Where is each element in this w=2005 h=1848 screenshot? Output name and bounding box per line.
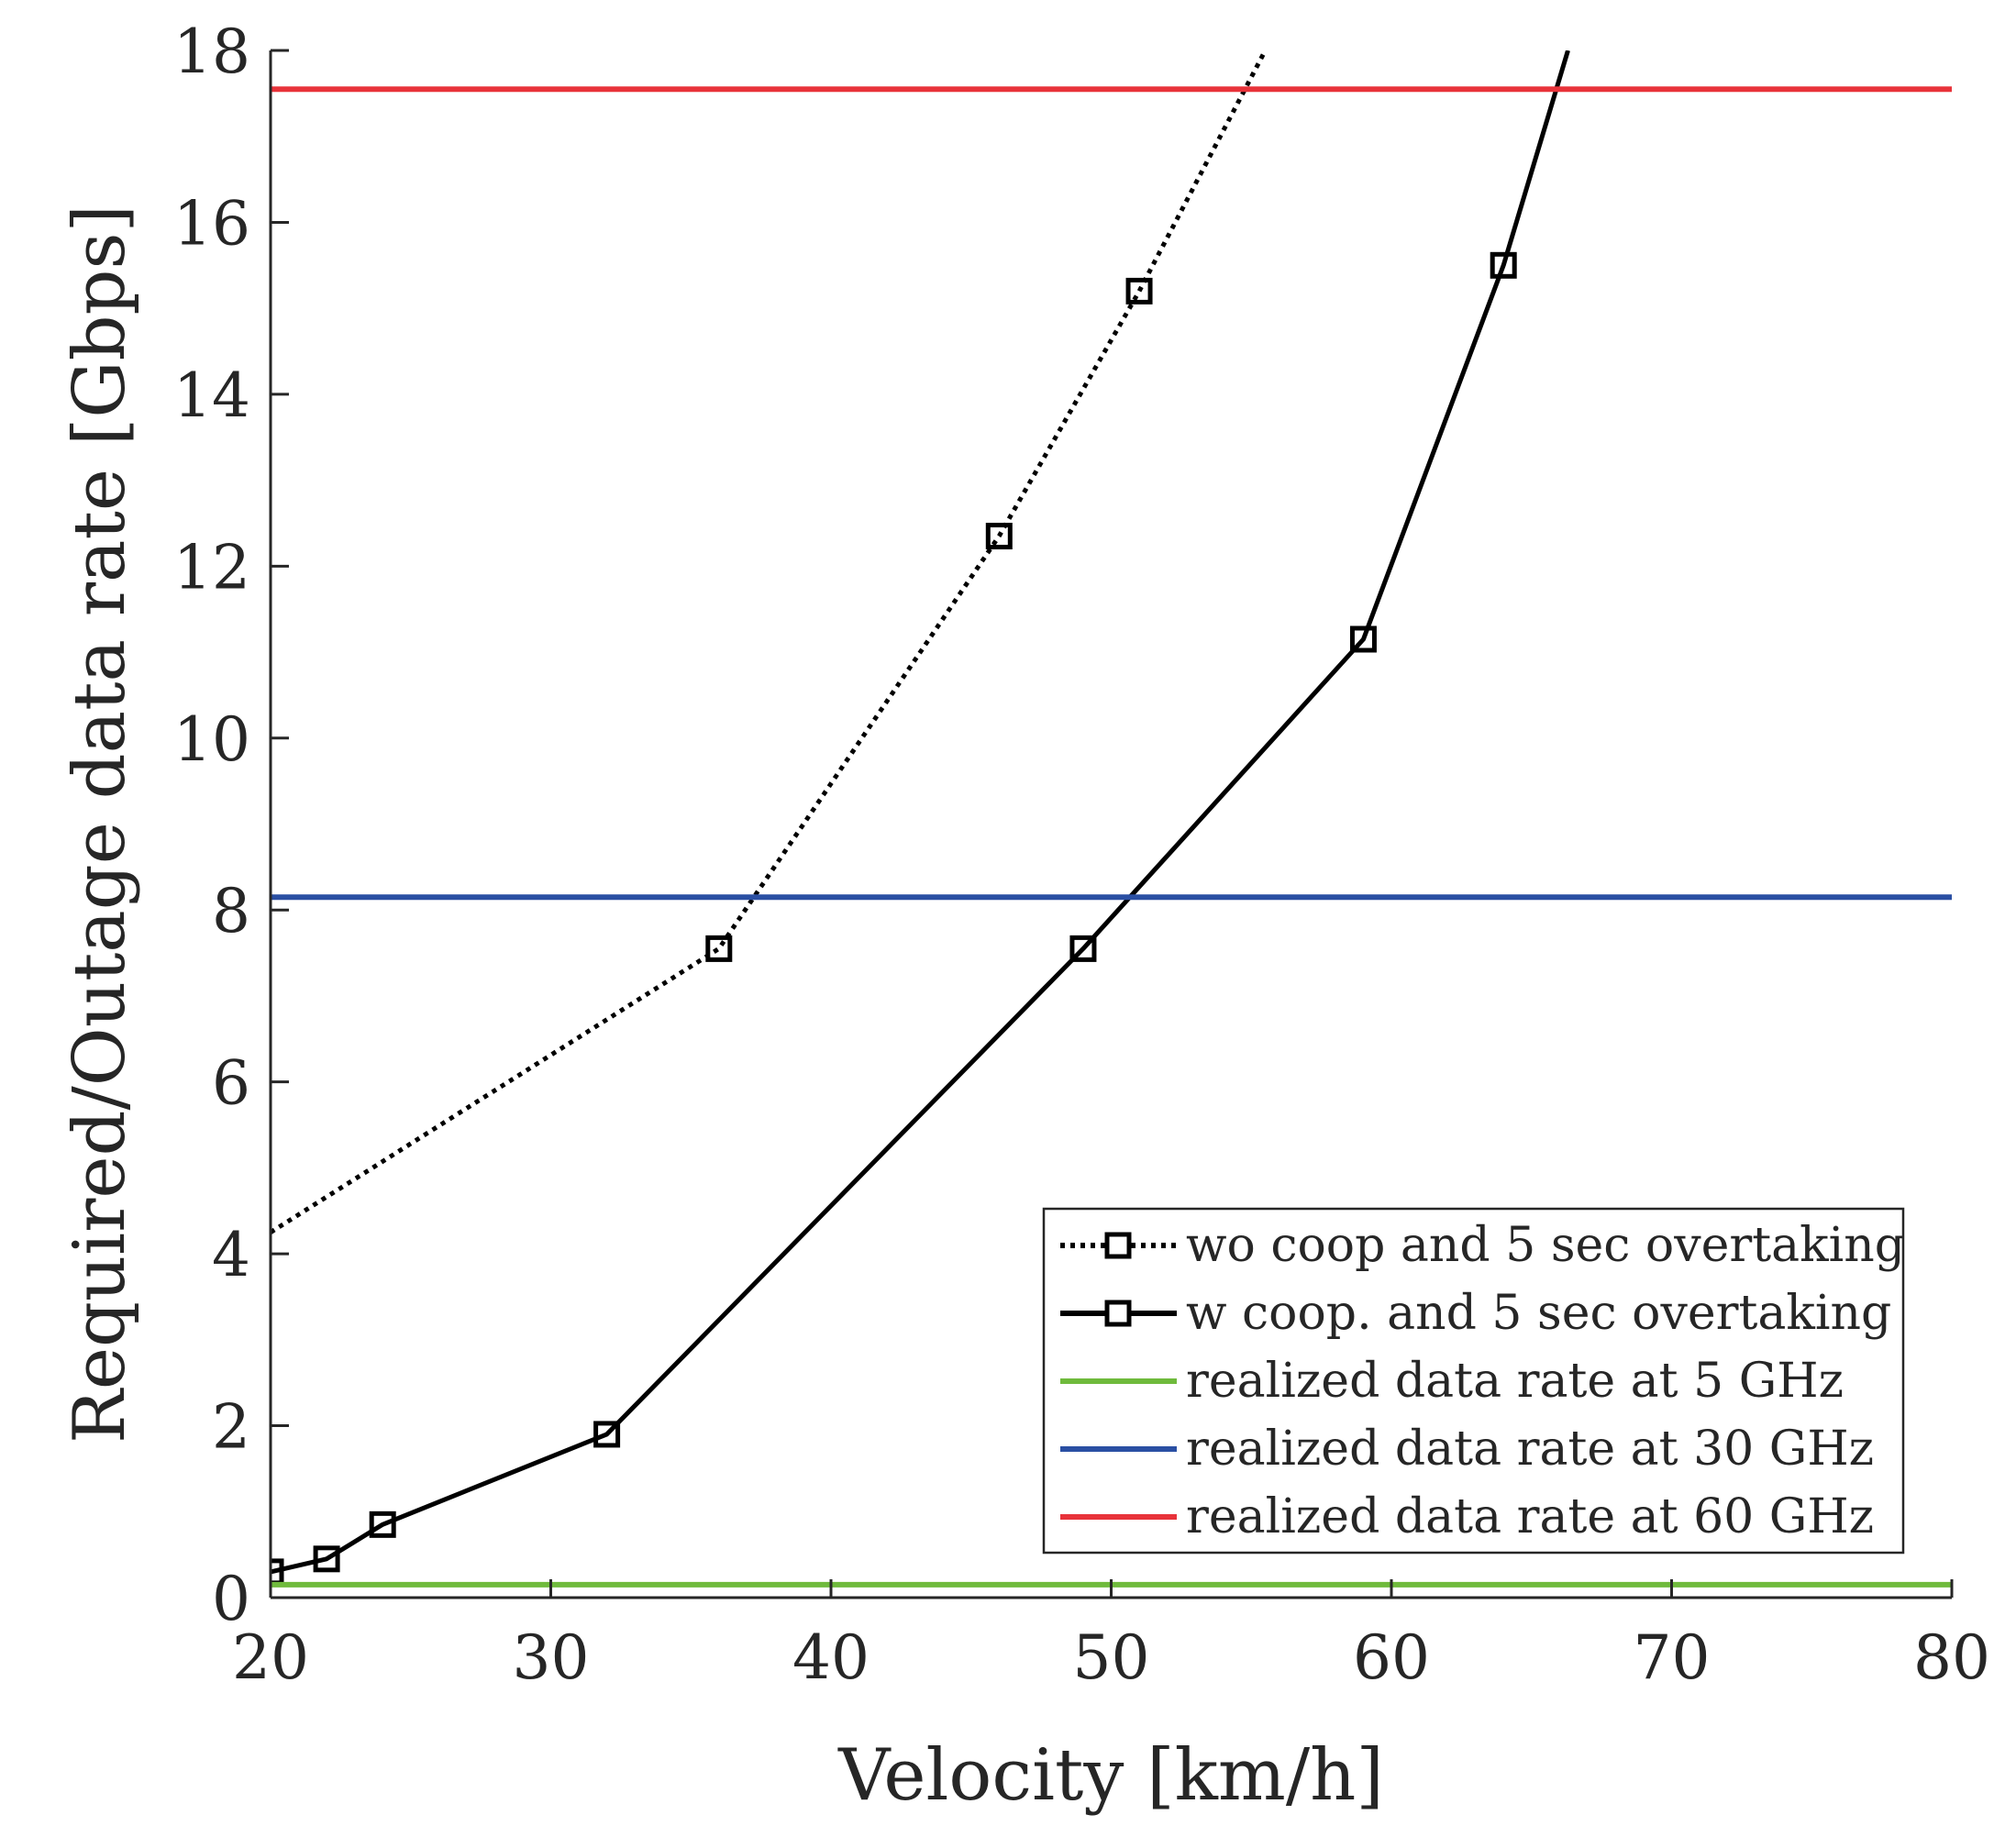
x-axis-title: Velocity [km/h] — [837, 1734, 1384, 1817]
series-2-marker — [369, 1510, 396, 1538]
legend-label: realized data rate at 5 GHz — [1186, 1354, 1844, 1409]
series-2-marker — [1349, 625, 1377, 653]
legend-item-5: realized data rate at 60 GHz — [1060, 1489, 1874, 1544]
y-tick-label: 6 — [212, 1048, 250, 1119]
legend: wo coop and 5 sec overtaking w coop. and … — [1042, 1207, 1905, 1555]
legend-box — [1042, 1207, 1905, 1555]
x-tick-label: 80 — [1913, 1622, 1990, 1693]
series-2-marker — [271, 1558, 284, 1586]
series-2 — [271, 50, 1570, 1586]
series-1-marker — [705, 935, 733, 962]
legend-label: wo coop and 5 sec overtaking — [1186, 1218, 1905, 1273]
y-tick-label: 2 — [212, 1392, 250, 1463]
legend-item-1: wo coop and 5 sec overtaking — [1060, 1218, 1905, 1273]
y-tick-label: 0 — [212, 1564, 250, 1634]
y-tick-label: 16 — [173, 188, 250, 259]
legend-item-4: realized data rate at 30 GHz — [1060, 1422, 1874, 1477]
y-tick-label: 8 — [212, 876, 250, 946]
series-1 — [271, 50, 1268, 1234]
legend-label: realized data rate at 30 GHz — [1186, 1422, 1874, 1477]
x-tick-label: 60 — [1353, 1622, 1430, 1693]
legend-item-2: w coop. and 5 sec overtaking — [1060, 1286, 1891, 1341]
series-line-1 — [271, 50, 1268, 1234]
series-2-marker — [313, 1545, 340, 1573]
x-tick-label: 20 — [232, 1622, 309, 1693]
legend-swatch-marker — [1104, 1300, 1132, 1327]
y-axis-title: Required/Outage data rate [Gbps] — [59, 205, 141, 1444]
series-2-marker — [1490, 251, 1517, 279]
x-tick-label: 70 — [1634, 1622, 1711, 1693]
series-2-marker — [1069, 935, 1097, 962]
x-tick-label: 40 — [792, 1622, 870, 1693]
y-tick-label: 18 — [173, 17, 250, 87]
legend-swatch-marker — [1104, 1232, 1132, 1259]
series-2-marker — [593, 1421, 621, 1448]
legend-label: realized data rate at 60 GHz — [1186, 1489, 1874, 1544]
y-tick-label: 10 — [173, 704, 250, 775]
legend-item-3: realized data rate at 5 GHz — [1060, 1354, 1844, 1409]
y-tick-label: 14 — [173, 360, 250, 431]
y-tick-label: 12 — [173, 532, 250, 603]
series-1-marker — [985, 523, 1013, 550]
series-1-marker — [1125, 277, 1153, 304]
axes-layer: 20 30 40 50 60 70 80 0 2 4 6 8 10 12 14 16 18 — [173, 17, 1990, 1693]
x-tick-label: 30 — [513, 1622, 590, 1693]
y-tick-label: 4 — [212, 1220, 250, 1290]
legend-label: w coop. and 5 sec overtaking — [1186, 1286, 1891, 1341]
x-tick-label: 50 — [1073, 1622, 1150, 1693]
